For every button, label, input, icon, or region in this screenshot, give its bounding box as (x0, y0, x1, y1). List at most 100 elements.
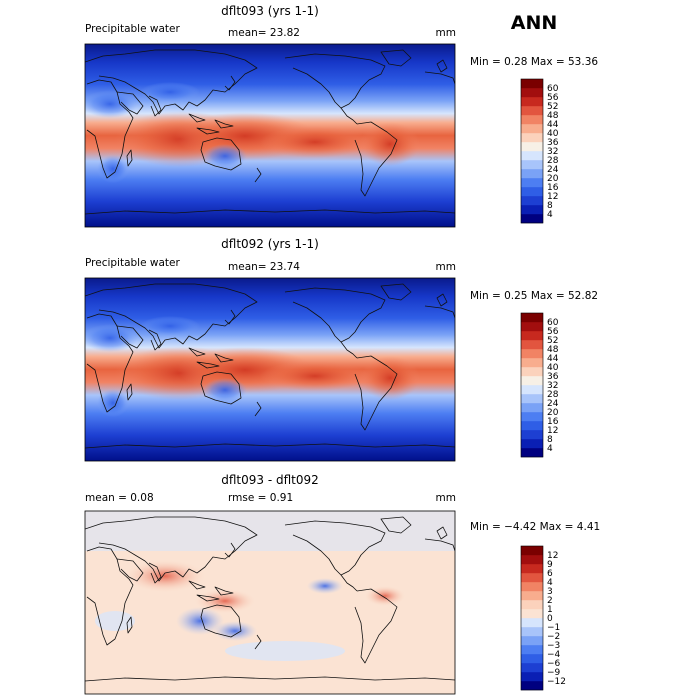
panel-1-colorbar-bin (521, 178, 543, 188)
panel-2-units: mm (436, 261, 456, 273)
panel-3-colorbar-label: 4 (547, 578, 553, 588)
panel-2-colorbar-bin (521, 421, 543, 431)
panel-1-colorbar-bin (521, 88, 543, 98)
panel-3-colorbar-bin (521, 672, 543, 682)
panel-1-colorbar-bin (521, 187, 543, 197)
panel-1-colorbar-label: 44 (547, 120, 559, 130)
panel-1-colorbar-bin (521, 142, 543, 152)
panel-3-title: dflt093 - dflt092 (221, 473, 319, 487)
panel-3-colorbar-bin (521, 546, 543, 556)
panel-1-colorbar-bin (521, 124, 543, 134)
panel-3-colorbar-bin (521, 609, 543, 619)
panel-3-colorbar-label: −1 (547, 623, 560, 633)
panel-2-colorbar-bin (521, 394, 543, 404)
panel-2-mean-label: mean= 23.74 (228, 261, 300, 273)
panel-3-colorbar-bin (521, 654, 543, 664)
panel-2-colorbar-label: 40 (547, 363, 559, 373)
panel-2: dflt092 (yrs 1-1) Precipitable water mea… (84, 237, 598, 462)
panel-3-colorbar-label: −6 (547, 659, 561, 669)
panel-2-colorbar-label: 48 (547, 345, 559, 355)
panel-2-colorbar-bin (521, 367, 543, 377)
panel-2-colorbar-bin (521, 448, 543, 458)
panel-2-colorbar-bin (521, 385, 543, 395)
panel-2-colorbar-label: 8 (547, 435, 553, 445)
panel-1-colorbar-frame (520, 78, 544, 224)
panel-1-field-label: Precipitable water (85, 23, 180, 35)
panel-3-colorbar-bin (521, 573, 543, 583)
panel-3-map (84, 510, 456, 695)
panel-3-colorbar-label: 6 (547, 569, 553, 579)
panel-3-colorbar-bin (521, 636, 543, 646)
panel-3-colorbar-bin (521, 591, 543, 601)
panel-1-map (84, 43, 456, 228)
panel-1-colorbar-label: 52 (547, 102, 558, 112)
panel-3-colorbar-label: 2 (547, 596, 553, 606)
panel-2-colorbar-label: 56 (547, 327, 559, 337)
panel-2-colorbar-label: 12 (547, 426, 558, 436)
panel-1-colorbar-bin (521, 133, 543, 143)
panel-1-colorbar-label: 56 (547, 93, 559, 103)
panel-3-colorbar-bin (521, 627, 543, 637)
panel-2-colorbar-label: 36 (547, 372, 559, 382)
panel-1-colorbar-label: 24 (547, 165, 559, 175)
panel-1-colorbar-label: 40 (547, 129, 559, 139)
panel-3-rmse-label: rmse = 0.91 (228, 492, 293, 504)
panel-1-units: mm (436, 27, 456, 39)
panel-1-colorbar-bin (521, 115, 543, 125)
panel-1-colorbar-label: 32 (547, 147, 558, 157)
panel-1-colorbar-bin (521, 79, 543, 89)
panel-2-colorbar-label: 52 (547, 336, 558, 346)
panel-2-colorbar-label: 28 (547, 390, 559, 400)
panel-1-colorbar-bin (521, 151, 543, 161)
panel-1-colorbar-bin (521, 160, 543, 170)
panel-3-colorbar-bin (521, 564, 543, 574)
panel-1-stats: Min = 0.28 Max = 53.36 (470, 56, 598, 68)
panel-3-units: mm (436, 492, 456, 504)
season-label: ANN (511, 12, 558, 34)
panel-3-colorbar-label: −2 (547, 632, 560, 642)
panel-2-colorbar-bin (521, 322, 543, 332)
panel-3-colorbar-label: −3 (547, 641, 560, 651)
panel-2-colorbar-bin (521, 349, 543, 359)
panel-2-colorbar-bin (521, 403, 543, 413)
panel-3-colorbar-bin (521, 600, 543, 610)
panel-2-colorbar-bin (521, 439, 543, 449)
panel-1-colorbar-bin (521, 196, 543, 206)
panel-3-colorbar-label: 12 (547, 551, 558, 561)
panel-2-stats: Min = 0.25 Max = 52.82 (470, 290, 598, 302)
panel-1-colorbar-label: 12 (547, 192, 558, 202)
panel-2-colorbar-label: 32 (547, 381, 558, 391)
panel-1-colorbar-label: 4 (547, 210, 553, 220)
panel-3-colorbar-bin (521, 582, 543, 592)
panel-2-colorbar-bin (521, 313, 543, 323)
panel-2-colorbar-bin (521, 331, 543, 341)
panel-1: dflt093 (yrs 1-1) Precipitable water mea… (84, 4, 598, 228)
panel-3-colorbar-label: −9 (547, 668, 561, 678)
panel-2-colorbar-bin (521, 376, 543, 386)
panel-3: dflt093 - dflt092 mean = 0.08 rmse = 0.9… (84, 473, 600, 695)
panel-2-colorbar-label: 24 (547, 399, 559, 409)
panel-2-field-label: Precipitable water (85, 257, 180, 269)
panel-3-colorbar-label: −4 (547, 650, 561, 660)
panel-3-colorbar-label: 0 (547, 614, 553, 624)
panel-2-colorbar-label: 44 (547, 354, 559, 364)
panel-1-colorbar-label: 36 (547, 138, 559, 148)
panel-3-stats: Min = −4.42 Max = 4.41 (470, 521, 600, 533)
panel-2-colorbar-frame (520, 312, 544, 458)
panel-3-colorbar-label: 3 (547, 587, 553, 597)
panel-2-title: dflt092 (yrs 1-1) (221, 237, 319, 251)
panel-1-colorbar-label: 20 (547, 174, 559, 184)
panel-1-colorbar-bin (521, 97, 543, 107)
panel-2-colorbar-label: 16 (547, 417, 559, 427)
panel-3-colorbar-label: 1 (547, 605, 553, 615)
panel-1-colorbar-label: 60 (547, 84, 559, 94)
panel-2-map (84, 277, 456, 462)
panel-3-colorbar-bin (521, 645, 543, 655)
panel-1-colorbar-label: 28 (547, 156, 559, 166)
panel-1-colorbar-bin (521, 214, 543, 224)
panel-3-colorbar-bin (521, 618, 543, 628)
panel-2-colorbar-bin (521, 340, 543, 350)
